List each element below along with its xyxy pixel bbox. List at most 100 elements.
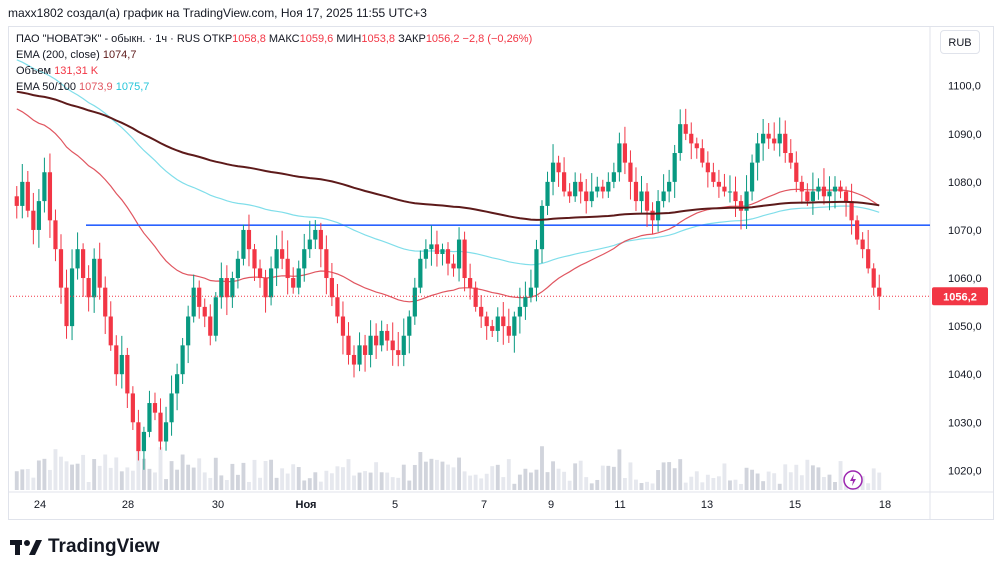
legend: ПАО "НОВАТЭК" - обыкн. · 1ч · RUS ОТКР10… xyxy=(16,31,532,95)
volume-bar xyxy=(562,471,567,490)
legend-ema200-row[interactable]: EMA (200, close) 1074,7 xyxy=(16,47,532,63)
candle-body xyxy=(783,133,788,154)
candle-body xyxy=(108,316,113,346)
volume-bar xyxy=(468,475,473,490)
candle-body xyxy=(263,278,268,298)
volume-bar xyxy=(313,472,318,490)
volume-bar xyxy=(595,479,600,490)
candle-body xyxy=(727,191,733,193)
legend-volume-row[interactable]: Объем 131,31 K xyxy=(16,63,532,79)
x-tick-label: 24 xyxy=(34,499,46,511)
candle-body xyxy=(672,153,677,182)
y-tick-label: 1080,0 xyxy=(948,177,982,189)
volume-bar xyxy=(733,479,738,490)
volume-bar xyxy=(175,469,180,490)
volume-bar xyxy=(97,465,102,490)
candle-body xyxy=(31,210,36,230)
candle-body xyxy=(324,249,329,279)
volume-bar xyxy=(418,452,423,490)
candle-body xyxy=(119,354,124,375)
candle-body xyxy=(744,191,749,211)
x-tick-label: 28 xyxy=(122,499,134,511)
volume-bar xyxy=(208,477,213,490)
volume-bar xyxy=(822,477,826,490)
volume-bar xyxy=(479,478,484,490)
candle-body xyxy=(224,278,229,298)
candle-body xyxy=(174,374,180,394)
y-tick-label: 1070,0 xyxy=(948,225,982,237)
x-tick-label: 18 xyxy=(879,499,891,511)
legend-open-label: ОТКР xyxy=(203,33,233,45)
candle-body xyxy=(512,316,517,336)
volume-bar xyxy=(589,483,594,490)
volume-bar xyxy=(390,477,395,490)
legend-ema50100-row[interactable]: EMA 50/100 1073,9 1075,7 xyxy=(16,79,532,95)
volume-bar xyxy=(169,461,174,490)
volume-bar xyxy=(634,479,638,490)
volume-bar xyxy=(346,459,351,490)
candle-body xyxy=(711,172,716,182)
candle-body xyxy=(335,297,340,317)
volume-bar xyxy=(269,459,274,490)
candle-body xyxy=(329,278,334,298)
volume-bar xyxy=(495,464,500,490)
volume-bar xyxy=(777,483,782,490)
volume-bar xyxy=(484,473,489,490)
candle-body xyxy=(644,191,650,211)
candle-body xyxy=(545,181,550,206)
candle-body xyxy=(92,258,97,298)
candle-body xyxy=(451,263,456,269)
legend-low-label: МИН xyxy=(336,33,362,45)
volume-bar xyxy=(645,481,649,490)
volume-bar xyxy=(42,458,47,490)
candle-body xyxy=(53,220,58,250)
candle-body xyxy=(506,326,511,336)
volume-bar xyxy=(683,482,688,490)
volume-bar xyxy=(650,483,655,490)
chart-caption: maxx1802 создал(а) график на TradingView… xyxy=(8,6,427,20)
volume-bar xyxy=(772,473,777,490)
candle-body xyxy=(539,205,545,250)
candle-body xyxy=(661,191,666,202)
candle-body xyxy=(860,239,865,250)
volume-bar xyxy=(130,470,135,490)
candle-body xyxy=(257,268,263,279)
volume-bar xyxy=(689,476,694,490)
candle-body xyxy=(849,201,854,221)
candle-body xyxy=(871,268,876,288)
candle-body xyxy=(766,133,771,139)
ema200-line xyxy=(16,90,880,221)
volume-bar xyxy=(103,454,108,490)
volume-bar xyxy=(114,457,119,490)
legend-close-value: 1056,2 xyxy=(425,33,460,45)
candle-body xyxy=(683,124,688,134)
volume-bar xyxy=(241,462,246,490)
candle-body xyxy=(633,181,639,202)
candle-body xyxy=(141,431,147,452)
candle-body xyxy=(733,191,738,202)
candle-body xyxy=(761,133,766,144)
candle-body xyxy=(241,229,246,259)
candle-body xyxy=(788,153,793,163)
currency-button[interactable]: RUB xyxy=(940,30,980,54)
volume-bar xyxy=(219,475,224,490)
candle-body xyxy=(534,249,539,288)
volume-bar xyxy=(672,468,677,490)
candle-body xyxy=(296,268,301,288)
candle-body xyxy=(423,249,428,259)
candle-body xyxy=(58,249,64,288)
candle-body xyxy=(401,335,406,355)
candle-body xyxy=(584,191,589,202)
candle-body xyxy=(75,249,80,269)
candle-body xyxy=(130,393,135,423)
volume-bar xyxy=(379,472,384,490)
candle-body xyxy=(274,249,279,269)
volume-bar xyxy=(866,483,871,490)
volume-bar xyxy=(274,477,279,490)
volume-bar xyxy=(584,477,589,490)
candle-body xyxy=(64,287,69,327)
x-tick-label: 5 xyxy=(392,499,398,511)
volume-bar xyxy=(36,460,41,490)
candle-body xyxy=(313,229,318,240)
